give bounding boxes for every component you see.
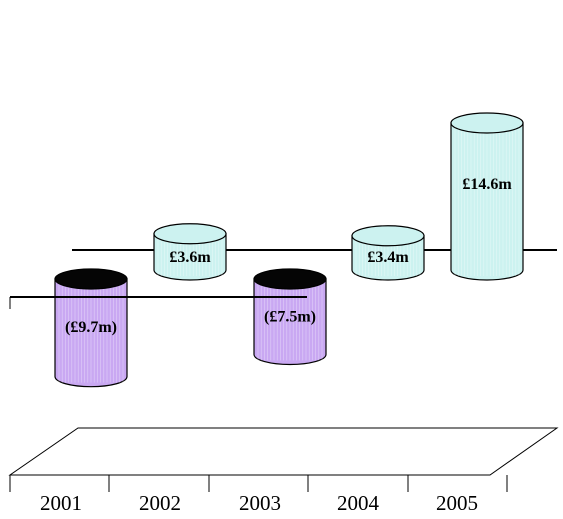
x-tick-label-2002: 2002 [139,491,181,515]
bar-2002 [153,223,227,281]
bar-top [450,112,524,134]
bar-top [153,223,227,245]
floor-outline [8,427,559,476]
zero-baseline-front [9,296,307,309]
bar-body [153,233,227,281]
data-label-2001: (£9.7m) [65,319,117,336]
bar-top [351,225,425,247]
data-label-2003: (£7.5m) [264,308,316,325]
x-tick-label-2001: 2001 [40,491,82,515]
data-label-2004: £3.4m [367,249,409,266]
bar-body [450,122,524,281]
bar-top [253,268,327,290]
chart-floor [8,427,559,476]
x-tick-label-2004: 2004 [337,491,380,515]
bar-top [54,268,128,290]
bar-body [54,278,128,388]
bar-2005 [450,112,524,281]
bar-body [253,278,327,366]
x-axis: 2001 2002 2003 2004 2005 [9,475,508,515]
data-label-2005: £14.6m [462,176,512,193]
data-labels: (£9.7m) £3.6m (£7.5m) £3.4m £14.6m [65,176,512,336]
bar-body [351,235,425,281]
data-label-2002: £3.6m [169,249,211,266]
x-tick-label-2003: 2003 [239,491,281,515]
positive-bars [153,112,524,281]
bar-2004 [351,225,425,281]
bar-2003 [253,268,327,366]
x-tick-label-2005: 2005 [436,491,478,515]
